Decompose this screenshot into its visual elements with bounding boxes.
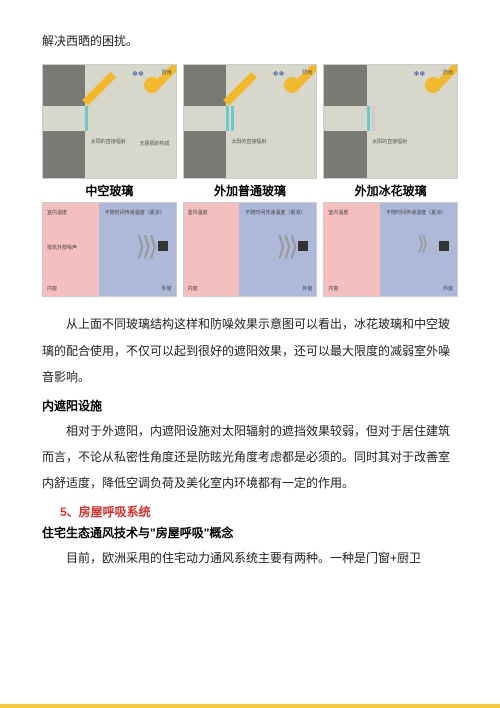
noise-label: 抵抗外部噪声 <box>47 244 77 251</box>
glass-line <box>367 106 370 131</box>
diagram-1-bottom: 室内温度 抵抗外部噪声 内窗 不随时间传递温度（夏凉） ⟩⟩⟩ 外窗 <box>42 202 177 297</box>
diagram-1-label: 中空玻璃 <box>42 179 177 202</box>
struct-note: 无阻隔的构成 <box>140 140 170 147</box>
inside-label: 内窗 <box>328 285 338 292</box>
diagram-2-label: 外加普通玻璃 <box>183 179 318 202</box>
rain-icon: ❄❄ <box>132 70 144 78</box>
paragraph-3: 相对于外遮阳，内遮阳设施对太阳辐射的遮挡效果较弱，但对于居住建筑而言，不论从私密… <box>42 418 458 497</box>
rain-label: 防雨 <box>443 69 453 76</box>
shade-bar <box>223 72 257 106</box>
glass-line-2 <box>231 106 234 131</box>
glass-line-2 <box>372 106 375 131</box>
rain-icon: ❄❄ <box>413 70 425 78</box>
wall-upper <box>184 65 226 106</box>
sun-note: 太阳的直接辐射 <box>91 138 126 145</box>
diagram-3-top: ❄❄ 防雨 太阳的直接辐射 <box>323 64 458 179</box>
speaker-icon <box>298 241 308 251</box>
indoor-zone: 室内温度 抵抗外部噪声 内窗 <box>43 203 99 296</box>
outdoor-zone: 不随时间传递温度（夏凉） ⟩⟩ 外窗 <box>380 203 457 296</box>
outside-label: 外窗 <box>443 285 453 292</box>
diagram-1-top: ❄❄ 防雨 太阳的直接辐射 无阻隔的构成 <box>42 64 177 179</box>
glass-line <box>85 106 88 131</box>
diagram-3: ❄❄ 防雨 太阳的直接辐射 外加冰花玻璃 室内温度 内窗 不随时间传递温度（夏凉… <box>323 64 458 297</box>
sun-note: 太阳的直接辐射 <box>372 138 407 145</box>
speaker-icon <box>158 241 168 251</box>
indoor-zone: 室内温度 内窗 <box>324 203 380 296</box>
shade-bar <box>83 72 117 106</box>
outdoor-zone: 不随时间传递温度（夏凉） ⟩⟩⟩ 外窗 <box>99 203 176 296</box>
sound-waves-icon: ⟩⟩⟩ <box>136 231 154 262</box>
heading-breathing-system: 5、房屋呼吸系统 <box>42 503 458 520</box>
diagram-3-bottom: 室内温度 内窗 不随时间传递温度（夏凉） ⟩⟩ 外窗 <box>323 202 458 297</box>
outdoor-zone: 不随时间传递温度（夏凉） ⟩⟩⟩ 外窗 <box>239 203 316 296</box>
glass-diagrams: ❄❄ 防雨 太阳的直接辐射 无阻隔的构成 中空玻璃 室内温度 抵抗外部噪声 内窗… <box>42 64 458 297</box>
diagram-2-bottom: 室内温度 内窗 不随时间传递温度（夏凉） ⟩⟩⟩ 外窗 <box>183 202 318 297</box>
rain-icon: ❄❄ <box>273 70 285 78</box>
speaker-icon <box>439 241 449 251</box>
heading-inner-shade: 内遮阳设施 <box>42 397 458 414</box>
outdoor-label: 不随时间传递温度（夏凉） <box>245 209 305 216</box>
rain-label: 防雨 <box>302 69 312 76</box>
indoor-label: 室内温度 <box>188 209 208 216</box>
outside-label: 外窗 <box>302 285 312 292</box>
sound-waves-icon: ⟩⟩ <box>417 231 425 256</box>
outdoor-label: 不随时间传递温度（夏凉） <box>105 209 165 216</box>
sun-note: 太阳的直接辐射 <box>231 138 266 145</box>
inside-label: 内窗 <box>188 285 198 292</box>
wall-upper <box>43 65 85 106</box>
diagram-2-top: ❄❄ 防雨 太阳的直接辐射 <box>183 64 318 179</box>
intro-text: 解决西晒的困扰。 <box>42 28 458 54</box>
heading-eco-ventilation: 住宅生态通风技术与"房屋呼吸"概念 <box>42 524 458 541</box>
indoor-label: 室内温度 <box>328 209 348 216</box>
paragraph-4: 目前，欧洲采用的住宅动力通风系统主要有两种。一种是门窗+厨卫 <box>42 545 458 571</box>
diagram-1: ❄❄ 防雨 太阳的直接辐射 无阻隔的构成 中空玻璃 室内温度 抵抗外部噪声 内窗… <box>42 64 177 297</box>
rain-label: 防雨 <box>162 69 172 76</box>
inside-label: 内窗 <box>47 285 57 292</box>
diagram-2: ❄❄ 防雨 太阳的直接辐射 外加普通玻璃 室内温度 内窗 不随时间传递温度（夏凉… <box>183 64 318 297</box>
paragraph-2: 从上面不同玻璃结构这样和防噪效果示意图可以看出，冰花玻璃和中空玻璃的配合使用，不… <box>42 311 458 390</box>
wall-lower <box>184 131 226 178</box>
wall-lower <box>43 131 85 178</box>
indoor-zone: 室内温度 内窗 <box>184 203 240 296</box>
glass-line <box>226 106 229 131</box>
sound-waves-icon: ⟩⟩⟩ <box>276 231 294 262</box>
outside-label: 外窗 <box>162 285 172 292</box>
diagram-3-label: 外加冰花玻璃 <box>323 179 458 202</box>
indoor-label: 室内温度 <box>47 209 67 216</box>
wall-lower <box>324 131 366 178</box>
page-accent-bar <box>0 704 500 708</box>
outdoor-label: 不随时间传递温度（夏凉） <box>386 209 446 216</box>
wall-upper <box>324 65 366 106</box>
